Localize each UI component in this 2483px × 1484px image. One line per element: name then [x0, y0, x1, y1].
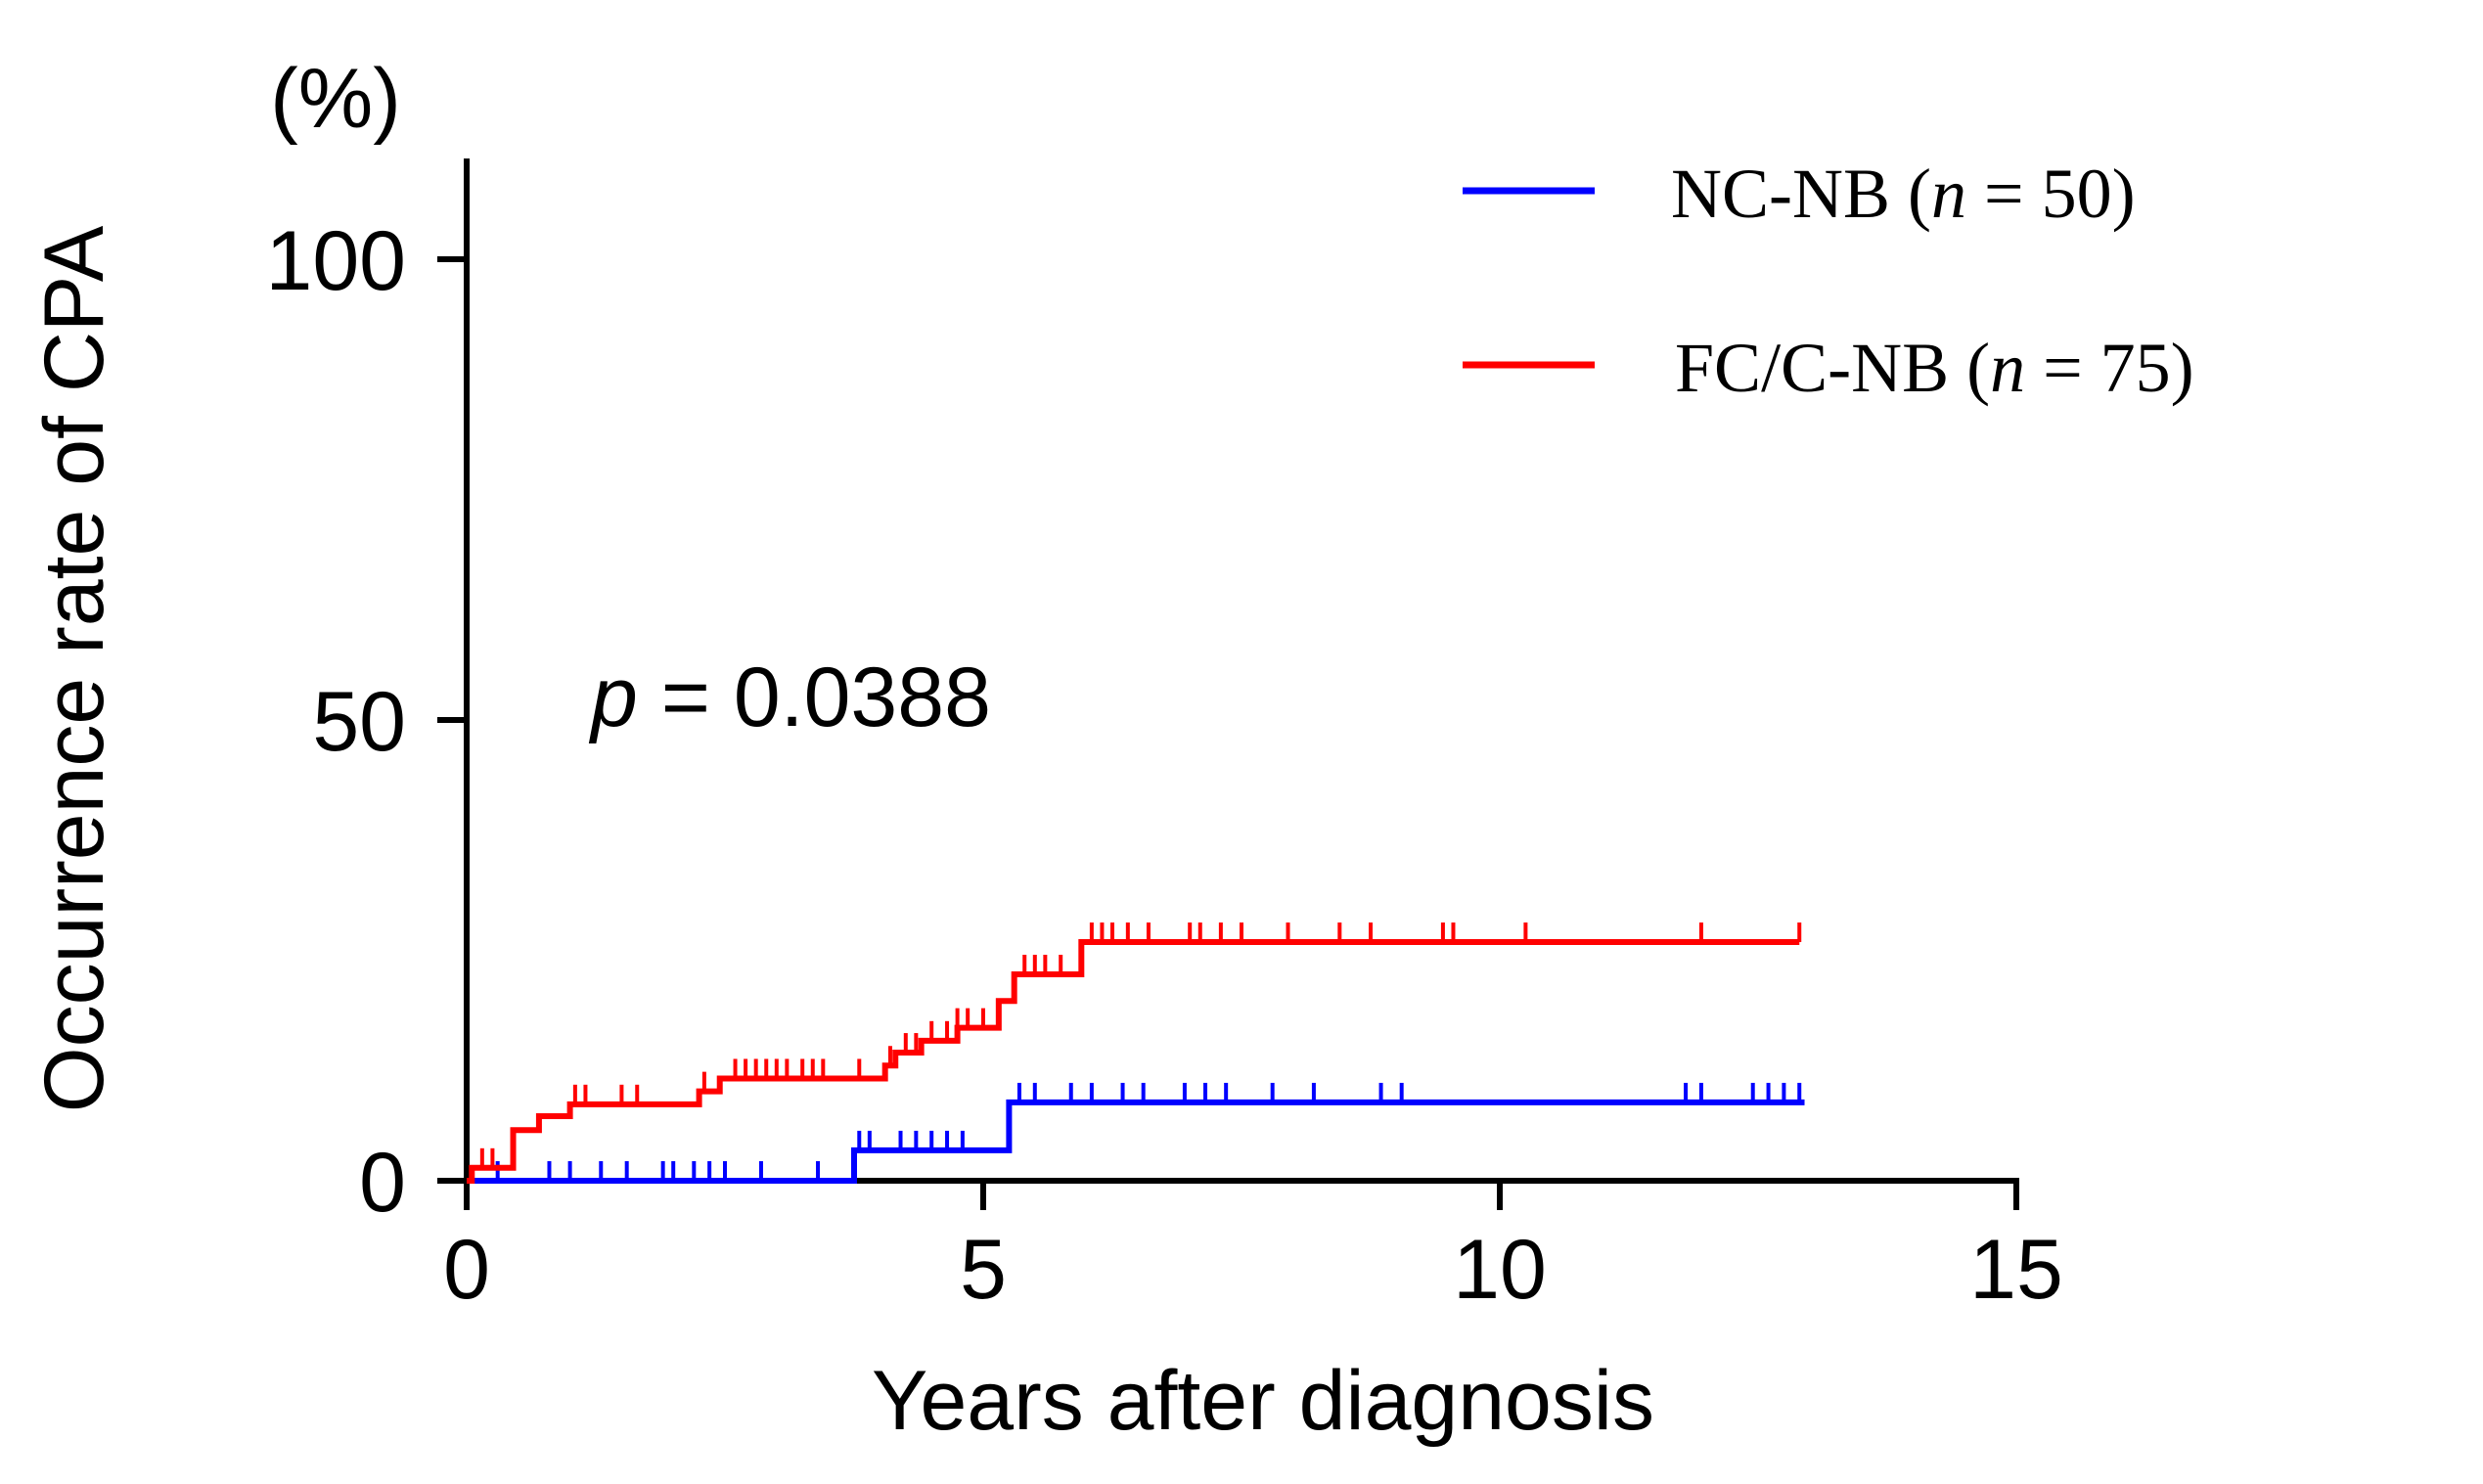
legend-label-fc-c-nb-n: n — [1990, 329, 2025, 407]
legend-label-nc-nb-prefix: NC-NB ( — [1671, 155, 1931, 233]
ticks-layer: 0 5 10 15 0 50 100 — [266, 214, 2063, 1317]
x-tick-label-5: 5 — [960, 1223, 1007, 1317]
y-tick-label-0: 0 — [359, 1136, 406, 1230]
x-tick-label-0: 0 — [443, 1223, 490, 1317]
y-unit-label: (%) — [270, 52, 401, 146]
legend-label-fc-c-nb-count: = 75) — [2025, 329, 2194, 407]
y-tick-label-100: 100 — [266, 214, 407, 308]
x-tick-label-10: 10 — [1453, 1223, 1547, 1317]
series-fc-c-nb — [467, 922, 1802, 1184]
series-line-fc-c-nb — [467, 939, 1800, 1184]
series-layer — [467, 922, 1805, 1184]
series-line-nc-nb — [467, 1099, 1805, 1184]
legend: NC-NB (n = 50) FC/C-NB (n = 75) — [1463, 155, 2194, 407]
legend-label-fc-c-nb: FC/C-NB (n = 75) — [1675, 329, 2194, 407]
p-value-italic: p — [588, 651, 638, 744]
p-value-text: = 0.0388 — [638, 651, 991, 744]
legend-label-fc-c-nb-prefix: FC/C-NB ( — [1675, 329, 1990, 407]
y-axis-title: Occurrence rate of CPA — [27, 225, 121, 1112]
series-nc-nb — [467, 1082, 1805, 1184]
y-tick-label-50: 50 — [312, 675, 406, 769]
legend-label-nc-nb-count: = 50) — [1966, 155, 2136, 233]
p-value-annotation: p = 0.0388 — [588, 651, 991, 744]
legend-label-nc-nb-n: n — [1931, 155, 1966, 233]
x-tick-label-15: 15 — [1969, 1223, 2063, 1317]
legend-label-nc-nb: NC-NB (n = 50) — [1671, 155, 2136, 233]
x-axis-title: Years after diagnosis — [872, 1354, 1654, 1448]
